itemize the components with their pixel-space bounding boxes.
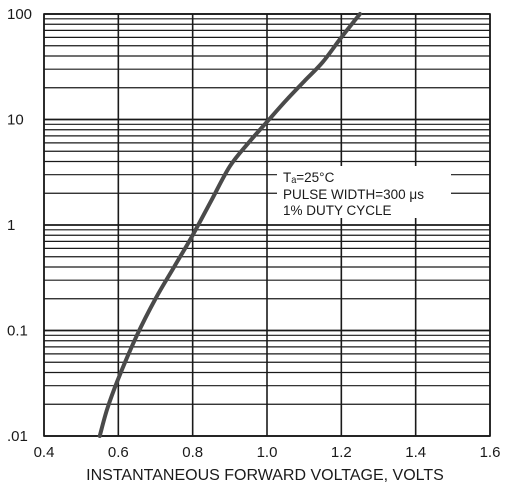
y-tick-label: 100 bbox=[7, 6, 32, 23]
y-tick-labels: .01 0.1 1 10 100 bbox=[7, 6, 32, 445]
annotation-pulse-width: PULSE WIDTH=300 μs bbox=[283, 187, 424, 202]
y-tick-label: .01 bbox=[7, 428, 28, 445]
x-tick-label: 0.8 bbox=[182, 444, 203, 461]
x-tick-labels: 0.4 0.6 0.8 1.0 1.2 1.4 1.6 bbox=[34, 444, 501, 461]
y-tick-label: 10 bbox=[7, 112, 24, 129]
grid bbox=[43, 13, 491, 437]
annotation-background bbox=[277, 166, 451, 218]
x-tick-label: 0.4 bbox=[34, 444, 55, 461]
series-line bbox=[97, 12, 362, 438]
x-tick-label: 1.0 bbox=[257, 444, 278, 461]
annotation-temperature: Tₐ=25°C bbox=[283, 170, 335, 185]
annotation-box: Tₐ=25°C PULSE WIDTH=300 μs 1% DUTY CYCLE bbox=[277, 166, 451, 218]
x-tick-label: 1.4 bbox=[405, 444, 426, 461]
y-tick-label: 0.1 bbox=[7, 323, 28, 340]
series-layer bbox=[97, 12, 362, 438]
y-tick-label: 1 bbox=[7, 217, 15, 234]
x-tick-label: 0.6 bbox=[108, 444, 129, 461]
x-axis-title: INSTANTANEOUS FORWARD VOLTAGE, VOLTS bbox=[86, 467, 444, 484]
plot-border bbox=[43, 13, 491, 437]
annotation-duty-cycle: 1% DUTY CYCLE bbox=[283, 203, 392, 218]
x-tick-label: 1.6 bbox=[480, 444, 501, 461]
x-tick-label: 1.2 bbox=[331, 444, 352, 461]
